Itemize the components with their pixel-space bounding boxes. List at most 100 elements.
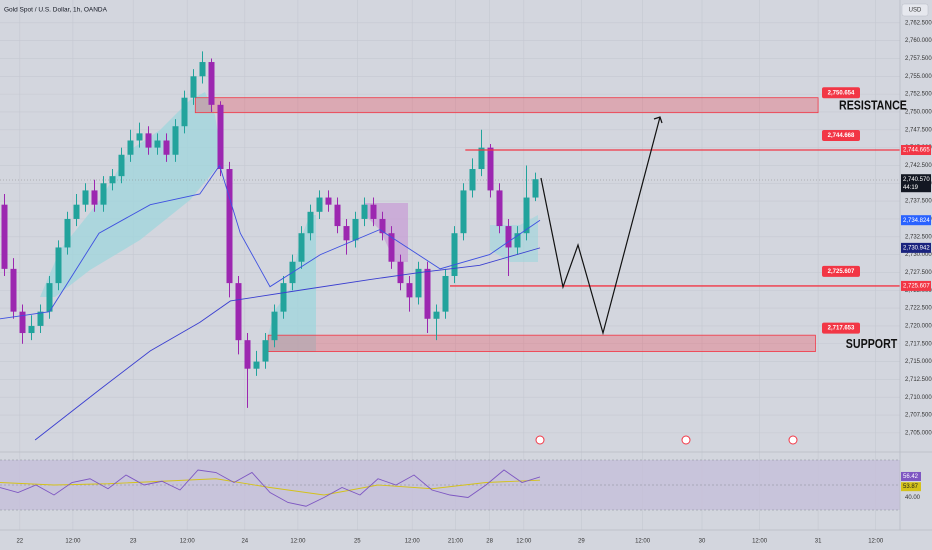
candle-body bbox=[442, 275, 449, 312]
rsi-tag bbox=[901, 471, 921, 481]
candle-body bbox=[199, 62, 206, 77]
y-tick-label: 2,722.500 bbox=[905, 306, 932, 312]
candle-body bbox=[334, 204, 341, 227]
candle-body bbox=[280, 283, 287, 312]
countdown: 44:19 bbox=[903, 185, 919, 191]
x-tick-label: 30 bbox=[699, 539, 706, 545]
y-tick-label: 2,762.500 bbox=[905, 20, 932, 26]
candle-body bbox=[235, 283, 242, 341]
rsi-ma-tag-label: 53.87 bbox=[903, 484, 919, 490]
candle-body bbox=[451, 233, 458, 276]
candle-body bbox=[82, 190, 89, 205]
candle-body bbox=[37, 311, 44, 326]
candle-body bbox=[244, 340, 251, 369]
event-icon[interactable] bbox=[681, 435, 691, 445]
candle-body bbox=[496, 190, 503, 227]
x-tick-label: 12:00 bbox=[868, 539, 884, 545]
y-tick-label: 2,707.500 bbox=[905, 413, 932, 419]
candle-body bbox=[118, 154, 125, 177]
candle-body bbox=[316, 197, 323, 212]
x-tick-label: 12:00 bbox=[752, 539, 768, 545]
chart-title: Gold Spot / U.S. Dollar, 1h, OANDA bbox=[4, 7, 108, 14]
y-tick-label: 2,757.500 bbox=[905, 56, 932, 62]
x-tick-label: 28 bbox=[486, 539, 493, 545]
candle-body bbox=[100, 183, 107, 205]
event-icons bbox=[535, 435, 798, 445]
candle-body bbox=[163, 140, 170, 155]
level-badge bbox=[822, 265, 860, 277]
candle-body bbox=[55, 247, 62, 284]
candle-body bbox=[415, 268, 422, 298]
candle-body bbox=[505, 226, 512, 248]
x-tick-label: 12:00 bbox=[405, 539, 421, 545]
level-badge bbox=[822, 129, 860, 141]
main-pane: RESISTANCE SUPPORT 2,750.654 2,744.668 2,725… bbox=[0, 51, 907, 441]
price-tag bbox=[901, 215, 931, 226]
rsi-line bbox=[0, 469, 541, 507]
y-tick-label: 2,747.500 bbox=[905, 127, 932, 133]
level-label: 2,750.654 bbox=[828, 90, 855, 96]
projection-path bbox=[540, 116, 661, 336]
candle-body bbox=[433, 311, 440, 319]
level-label: 2,717.653 bbox=[828, 326, 855, 332]
rsi-ma-line bbox=[0, 478, 541, 496]
event-icon[interactable] bbox=[535, 435, 545, 445]
candle-body bbox=[532, 179, 539, 198]
price-tag-label: 2,725.607 bbox=[903, 284, 930, 290]
x-tick-label: 31 bbox=[815, 539, 822, 545]
candle-body bbox=[523, 197, 530, 234]
candle-body bbox=[271, 311, 278, 341]
candle-body bbox=[406, 283, 413, 298]
candle-body bbox=[352, 218, 359, 241]
x-tick-label: 29 bbox=[578, 539, 585, 545]
y-tick-label: 2,750.000 bbox=[905, 110, 932, 116]
candle-body bbox=[217, 104, 224, 170]
currency-button[interactable] bbox=[901, 3, 929, 17]
x-tick-label: 21:00 bbox=[448, 539, 464, 545]
candle-body bbox=[154, 140, 161, 148]
candle-body bbox=[379, 218, 386, 234]
x-tick-label: 12:00 bbox=[516, 539, 532, 545]
projection-arrow bbox=[653, 116, 663, 124]
candle-body bbox=[28, 325, 35, 334]
zone-label: SUPPORT bbox=[846, 336, 898, 351]
rsi-tick-label: 40.00 bbox=[905, 495, 921, 501]
price-tag bbox=[901, 145, 931, 156]
zone bbox=[267, 334, 816, 352]
candle-body bbox=[397, 261, 404, 284]
candle-body bbox=[370, 204, 377, 219]
candle-body bbox=[19, 311, 26, 334]
candle-body bbox=[127, 140, 134, 155]
x-tick-label: 23 bbox=[130, 539, 137, 545]
candle-body bbox=[262, 340, 269, 362]
candle-body bbox=[46, 283, 53, 312]
candle-body bbox=[487, 147, 494, 191]
candle-body bbox=[1, 204, 8, 269]
y-tick-label: 2,737.500 bbox=[905, 199, 932, 205]
x-tick-label: 12:00 bbox=[290, 539, 306, 545]
candle-body bbox=[307, 211, 314, 234]
price-tag bbox=[901, 174, 931, 193]
price-tag bbox=[901, 280, 931, 291]
y-tick-label: 2,760.000 bbox=[905, 38, 932, 44]
price-tag-label: 2,730.942 bbox=[903, 245, 930, 251]
y-tick-label: 2,720.000 bbox=[905, 323, 932, 329]
candle-body bbox=[388, 233, 395, 262]
level-badge bbox=[822, 87, 860, 99]
candle-body bbox=[172, 126, 179, 155]
candle-body bbox=[325, 197, 332, 205]
candle-body bbox=[514, 233, 521, 248]
candle-body bbox=[136, 133, 143, 141]
candle-body bbox=[10, 268, 17, 312]
price-tag-label: 2,744.665 bbox=[903, 148, 930, 154]
y-tick-label: 2,730.000 bbox=[905, 252, 932, 258]
price-tag bbox=[901, 242, 931, 253]
candle-body bbox=[208, 62, 215, 105]
candle-body bbox=[91, 190, 98, 205]
y-tick-label: 2,742.500 bbox=[905, 163, 932, 169]
candle-body bbox=[478, 147, 485, 170]
candle-body bbox=[298, 233, 305, 262]
event-icon[interactable] bbox=[788, 435, 798, 445]
y-tick-label: 2,732.500 bbox=[905, 234, 932, 240]
